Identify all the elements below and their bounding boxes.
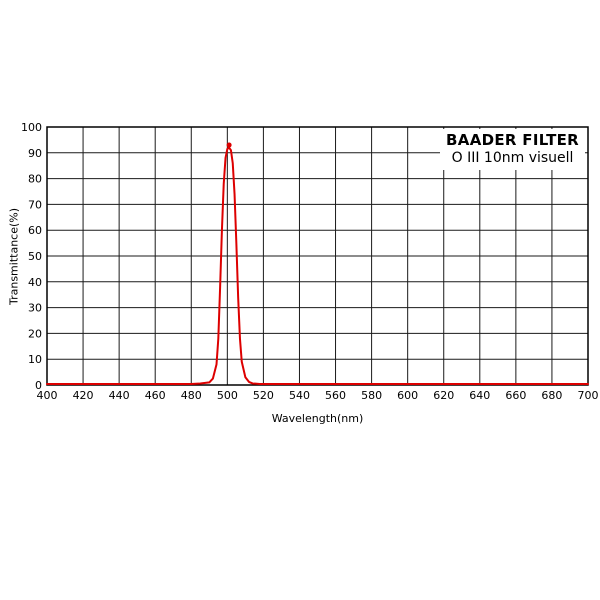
- y-tick-label: 70: [28, 198, 42, 211]
- x-tick-label: 540: [289, 389, 310, 402]
- y-tick-label: 80: [28, 173, 42, 186]
- x-tick-label: 520: [253, 389, 274, 402]
- x-tick-label: 620: [433, 389, 454, 402]
- x-tick-label: 400: [37, 389, 58, 402]
- x-tick-label: 660: [505, 389, 526, 402]
- y-tick-label: 40: [28, 276, 42, 289]
- y-tick-label: 30: [28, 302, 42, 315]
- chart-title: BAADER FILTER: [446, 131, 579, 149]
- x-axis-title: Wavelength(nm): [271, 412, 364, 425]
- x-tick-label: 440: [109, 389, 130, 402]
- x-tick-label: 700: [578, 389, 599, 402]
- y-tick-label: 100: [21, 121, 42, 134]
- y-tick-label: 0: [35, 379, 42, 392]
- x-tick-label: 640: [469, 389, 490, 402]
- y-tick-label: 20: [28, 327, 42, 340]
- x-tick-label: 420: [73, 389, 94, 402]
- x-tick-label: 580: [361, 389, 382, 402]
- transmission-curve: [46, 146, 589, 385]
- x-tick-label: 460: [145, 389, 166, 402]
- y-axis-title: Transmittance(%): [7, 207, 21, 306]
- y-tick-label: 10: [28, 353, 42, 366]
- chart-subtitle: O III 10nm visuell: [451, 149, 574, 166]
- peak-marker: [226, 142, 232, 148]
- y-tick-label: 50: [28, 250, 42, 263]
- x-tick-label: 600: [397, 389, 418, 402]
- chart-legend: BAADER FILTER O III 10nm visuell: [440, 129, 585, 171]
- y-tick-label: 90: [28, 147, 42, 160]
- x-tick-label: 560: [325, 389, 346, 402]
- x-tick-label: 480: [181, 389, 202, 402]
- y-tick-label: 60: [28, 224, 42, 237]
- plot-border: [46, 126, 589, 386]
- x-tick-label: 680: [541, 389, 562, 402]
- x-tick-label: 500: [217, 389, 238, 402]
